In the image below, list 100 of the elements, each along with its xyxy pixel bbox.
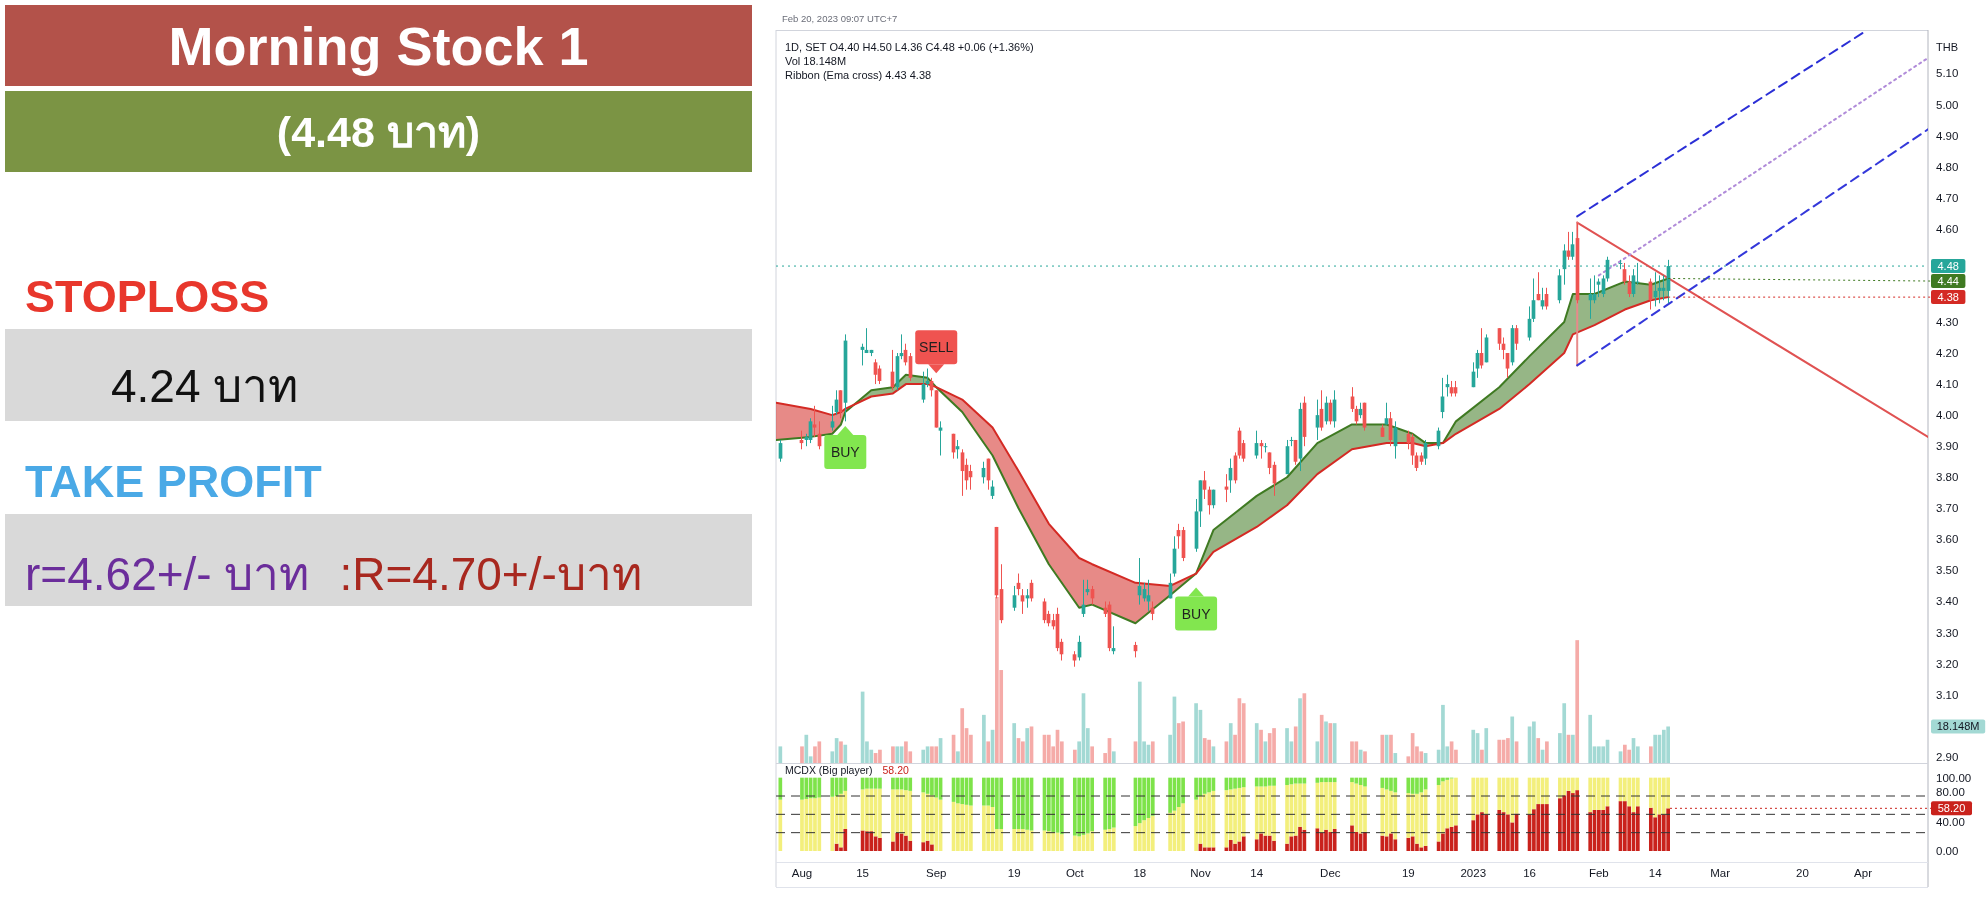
- bar: [1285, 777, 1289, 785]
- bar: [1363, 786, 1367, 832]
- bar: [1272, 777, 1276, 786]
- bar: [969, 805, 973, 851]
- data-label: 4.44: [1937, 275, 1959, 288]
- bar: [1363, 831, 1367, 851]
- bar: [1545, 804, 1549, 851]
- bar: [1267, 777, 1272, 786]
- bar: [1025, 829, 1030, 851]
- bar: [1480, 777, 1484, 813]
- bar: [1211, 847, 1216, 851]
- bar: [878, 777, 882, 789]
- bar: [1267, 835, 1272, 851]
- bar: [1181, 721, 1185, 763]
- bar: [1319, 714, 1324, 763]
- bar: [1168, 812, 1172, 851]
- x-tick-label: 19: [1401, 867, 1415, 879]
- bar: [1194, 777, 1198, 800]
- bar: [1012, 777, 1017, 829]
- bar: [817, 777, 822, 798]
- bar: [1137, 823, 1142, 851]
- bar: [1358, 833, 1363, 851]
- bar: [1623, 801, 1627, 851]
- bar: [921, 777, 926, 793]
- bar: [1588, 812, 1593, 851]
- y-tick-label: 4.70: [1936, 191, 1959, 204]
- annotation: Ribbon (Ema cross) 4.43 4.38: [785, 69, 932, 81]
- bar: [1648, 807, 1653, 851]
- bar: [934, 797, 939, 851]
- y-tick-label: 5.00: [1936, 98, 1959, 111]
- bar: [1254, 777, 1259, 787]
- bar: [804, 734, 809, 763]
- bar: [1575, 790, 1580, 851]
- bar: [1571, 734, 1575, 763]
- bar: [1497, 739, 1502, 763]
- bar: [817, 797, 822, 851]
- bar: [1648, 746, 1653, 763]
- y-tick-label: 3.20: [1936, 657, 1959, 670]
- bar: [1484, 814, 1489, 851]
- bar: [1380, 787, 1385, 836]
- bar: [956, 751, 960, 763]
- bar: [1562, 795, 1567, 851]
- bar: [1406, 777, 1411, 794]
- bar: [1012, 829, 1017, 851]
- bar: [865, 788, 869, 832]
- bar: [1077, 836, 1081, 851]
- x-tick-label: Sep: [926, 867, 947, 879]
- bar: [1176, 723, 1181, 763]
- bar: [839, 777, 843, 794]
- bar: [1601, 809, 1606, 851]
- bar: [1090, 831, 1094, 851]
- bar: [1150, 777, 1155, 816]
- bar: [1137, 681, 1142, 763]
- bar: [1506, 738, 1510, 763]
- bar: [800, 777, 804, 800]
- bar: [904, 741, 908, 763]
- y-tick-label: 3.70: [1936, 502, 1959, 515]
- text: 18.148M: [1936, 720, 1980, 733]
- bar: [1380, 777, 1385, 788]
- bar: [999, 777, 1004, 829]
- bar: [986, 777, 991, 806]
- bar: [1358, 777, 1363, 785]
- bar: [930, 777, 934, 796]
- x-tick-label: Dec: [1320, 867, 1341, 879]
- bar: [908, 790, 913, 841]
- bar: [1415, 777, 1419, 794]
- bar: [930, 844, 934, 851]
- chart-title: MCDX (Big player): [785, 764, 873, 776]
- bar: [1228, 723, 1233, 763]
- x-tick-label: 18: [1133, 867, 1147, 879]
- bar: [1597, 777, 1601, 810]
- bar: [843, 829, 848, 851]
- bar: [1510, 777, 1515, 823]
- bar: [1406, 837, 1411, 851]
- bar: [1324, 829, 1328, 851]
- bar: [1194, 799, 1198, 851]
- bar: [1012, 723, 1017, 763]
- bar: [891, 746, 895, 763]
- bar: [878, 837, 882, 851]
- y-axis-title: THB: [1936, 41, 1958, 53]
- bar: [1380, 835, 1385, 851]
- bar: [1241, 836, 1246, 851]
- bar: [891, 789, 895, 842]
- y-tick-label: 80.00: [1936, 786, 1965, 799]
- bar: [1207, 739, 1211, 763]
- x-tick-label: 14: [1648, 867, 1663, 879]
- bar: [1298, 698, 1302, 763]
- bar: [1111, 777, 1116, 828]
- bar: [1272, 840, 1276, 851]
- bar: [1142, 820, 1146, 851]
- bar: [1285, 728, 1289, 763]
- bar: [895, 746, 900, 763]
- bar: [895, 832, 900, 851]
- annotation: Vol 18.148M: [785, 55, 847, 67]
- annotation: 58.20: [882, 764, 909, 776]
- bar: [960, 804, 965, 851]
- bar: [1228, 840, 1233, 851]
- bar: [1207, 847, 1211, 851]
- bar: [1532, 777, 1536, 810]
- bar: [1293, 777, 1298, 784]
